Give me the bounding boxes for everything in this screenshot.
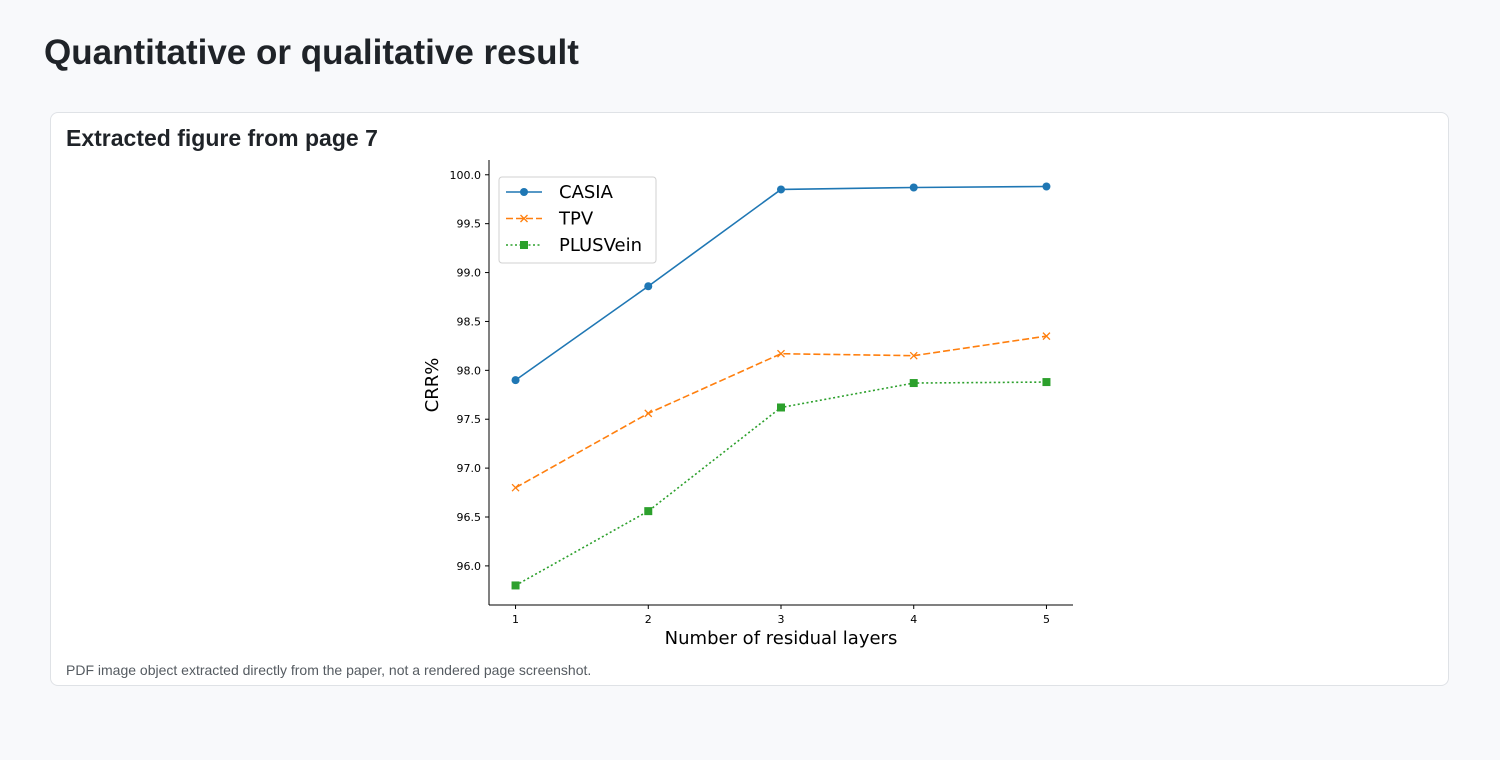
- legend-box: [498, 176, 657, 264]
- figure-card: Extracted figure from page 7 1 2 3 4 5 96.0 96…: [50, 112, 1449, 686]
- legend-marker: [520, 188, 528, 196]
- legend-label: PLUSVein: [559, 235, 642, 256]
- legend-item-casia: CASIA: [506, 182, 614, 203]
- line-chart: 1 2 3 4 5 96.0 96.5 97.0 97.5 98.0 98.5 99.0 99.5 100…: [422, 160, 1073, 649]
- x-tick-label: 2: [645, 613, 652, 626]
- legend-marker: [520, 241, 528, 249]
- x-tick-label: 4: [910, 613, 917, 626]
- data-point: [1042, 182, 1051, 191]
- data-point: [777, 185, 785, 194]
- y-tick-label: 100.0: [450, 169, 482, 182]
- y-tick-label: 97.0: [457, 462, 482, 475]
- y-tick-label: 99.5: [457, 218, 482, 231]
- data-point: [909, 379, 918, 388]
- figure-caption: PDF image object extracted directly from…: [66, 662, 592, 678]
- data-point: [909, 183, 918, 192]
- x-tick-label: 5: [1043, 613, 1050, 626]
- y-tick-label: 96.5: [457, 511, 482, 524]
- y-tick-label: 97.5: [457, 413, 482, 426]
- series-casia: [511, 182, 1051, 385]
- data-point: [644, 409, 653, 418]
- chart-axes: 1 2 3 4 5 96.0 96.5 97.0 97.5 98.0 98.5 99.0 99.5 100…: [422, 160, 1073, 649]
- data-point: [644, 507, 653, 516]
- data-point: [511, 376, 520, 385]
- y-tick-label: 96.0: [457, 560, 482, 573]
- series-plusvein: [511, 378, 1051, 590]
- legend-label: CASIA: [559, 182, 614, 203]
- chart-legend: CASIA TPV PLUSVein: [498, 176, 657, 264]
- x-axis-label: Number of residual layers: [665, 628, 898, 649]
- legend-label: TPV: [558, 209, 594, 230]
- x-tick-label: 1: [512, 613, 519, 626]
- data-point: [511, 483, 520, 492]
- data-point: [644, 282, 653, 291]
- data-point: [777, 403, 785, 412]
- legend-item-tpv: TPV: [506, 209, 594, 230]
- data-point: [1042, 378, 1051, 387]
- y-tick-label: 98.0: [457, 364, 482, 377]
- series-line: [515, 381, 1047, 587]
- y-axis-label: CRR%: [422, 358, 443, 413]
- data-point: [777, 349, 785, 358]
- y-tick-label: 98.5: [457, 315, 482, 328]
- chart-series: [511, 182, 1051, 590]
- legend-item-plusvein: PLUSVein: [506, 235, 642, 256]
- data-point: [909, 351, 918, 360]
- y-tick-label: 99.0: [457, 267, 482, 280]
- data-point: [1042, 332, 1051, 341]
- data-point: [511, 581, 520, 590]
- legend-marker: [520, 214, 528, 223]
- series-line: [515, 335, 1047, 489]
- figure-heading: Extracted figure from page 7: [66, 125, 378, 151]
- page-title: Quantitative or qualitative result: [44, 33, 579, 72]
- series-tpv: [511, 332, 1051, 492]
- x-tick-label: 3: [778, 613, 785, 626]
